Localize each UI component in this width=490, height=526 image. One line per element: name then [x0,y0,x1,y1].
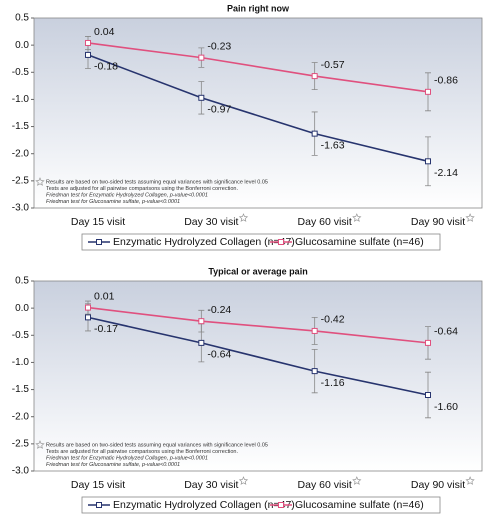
star-icon [352,213,362,222]
y-tick-label: 0.0 [15,303,29,314]
legend-label: Glucosamine sulfate (n=46) [295,499,424,511]
star-icon [238,476,249,485]
data-label: -0.64 [434,326,458,338]
data-label: -1.16 [321,377,345,389]
footnote: Tests are adjusted for all pairwise comp… [46,186,238,192]
data-label: -0.86 [434,75,458,87]
marker [425,88,431,95]
data-label: -1.60 [434,401,458,413]
data-label: -0.24 [207,304,231,316]
data-label: -0.18 [94,61,118,73]
y-tick-label: 0.5 [15,13,29,24]
legend-marker [278,239,284,245]
y-tick-label: -3.0 [12,466,30,477]
plot-area [33,17,483,209]
marker [198,94,205,101]
series-line [87,54,429,163]
y-tick-label: -1.0 [12,94,30,105]
data-label: 0.04 [94,26,115,38]
y-tick-label: -3.0 [12,203,30,214]
y-tick-label: -2.5 [12,175,30,186]
legend-marker [278,502,284,508]
series-line [87,42,429,93]
x-tick-label: Day 60 visit [298,216,352,228]
star-icon [35,440,45,449]
footnote: Results are based on two-sided tests ass… [46,179,268,185]
star-icon [238,213,249,222]
marker [198,54,205,61]
data-label: -1.63 [321,139,345,151]
y-tick-label: -1.5 [12,121,30,132]
marker [311,73,318,80]
series-line [87,306,429,344]
legend-marker [96,239,102,245]
data-label: -0.42 [321,314,345,326]
footnote: Tests are adjusted for all pairwise comp… [46,449,238,455]
marker [311,130,318,137]
star-icon [465,476,475,485]
y-tick-label: -2.5 [12,438,30,449]
y-tick-label: -2.0 [12,148,30,159]
legend-box [81,496,441,514]
y-tick-label: 0.0 [15,40,29,51]
data-label: -2.14 [434,167,458,179]
x-tick-label: Day 30 visit [184,216,238,228]
legend-label: Enzymatic Hydrolyzed Collagen (n=47) [113,236,295,248]
data-label: -0.57 [321,59,345,71]
data-label: -0.23 [207,40,231,52]
footnote: Friedman test for Enzymatic Hydrolyzed C… [46,455,208,461]
legend-label: Enzymatic Hydrolyzed Collagen (n=47) [113,499,295,511]
legend-box [81,233,441,251]
x-tick-label: Day 90 visit [411,479,465,491]
marker [425,339,431,346]
marker [85,314,91,321]
footnote: Friedman test for Glucosamine sulfate, p… [46,462,180,468]
x-tick-label: Day 15 visit [71,216,125,228]
legend-marker [96,502,102,508]
star-icon [465,213,475,222]
footnote: Friedman test for Glucosamine sulfate, p… [46,199,180,205]
x-tick-label: Day 30 visit [184,479,238,491]
x-tick-label: Day 90 visit [411,216,465,228]
marker [85,304,91,311]
chart-title: Typical or average pain [208,266,307,276]
footnote: Results are based on two-sided tests ass… [46,442,268,448]
y-tick-label: 0.5 [15,276,29,287]
marker [311,327,318,334]
y-tick-label: -1.5 [12,384,30,395]
star-icon [352,476,362,485]
y-tick-label: -2.0 [12,411,30,422]
data-label: -0.17 [94,323,118,335]
x-tick-label: Day 15 visit [71,479,125,491]
footnote: Friedman test for Enzymatic Hydrolyzed C… [46,192,208,198]
y-tick-label: -0.5 [12,330,30,341]
marker [311,368,318,375]
data-label: -0.64 [207,349,231,361]
data-label: 0.01 [94,290,115,302]
marker [425,158,431,165]
marker [198,339,205,346]
marker [85,39,91,46]
data-label: -0.97 [207,104,231,116]
legend-label: Glucosamine sulfate (n=46) [295,236,424,248]
y-tick-label: -1.0 [12,357,30,368]
marker [85,51,91,58]
series-line [87,316,429,396]
chart-title: Pain right now [227,3,290,13]
x-tick-label: Day 60 visit [298,479,352,491]
plot-area [33,280,483,472]
star-icon [35,177,45,186]
marker [198,318,205,325]
y-tick-label: -0.5 [12,67,30,78]
marker [425,392,431,398]
